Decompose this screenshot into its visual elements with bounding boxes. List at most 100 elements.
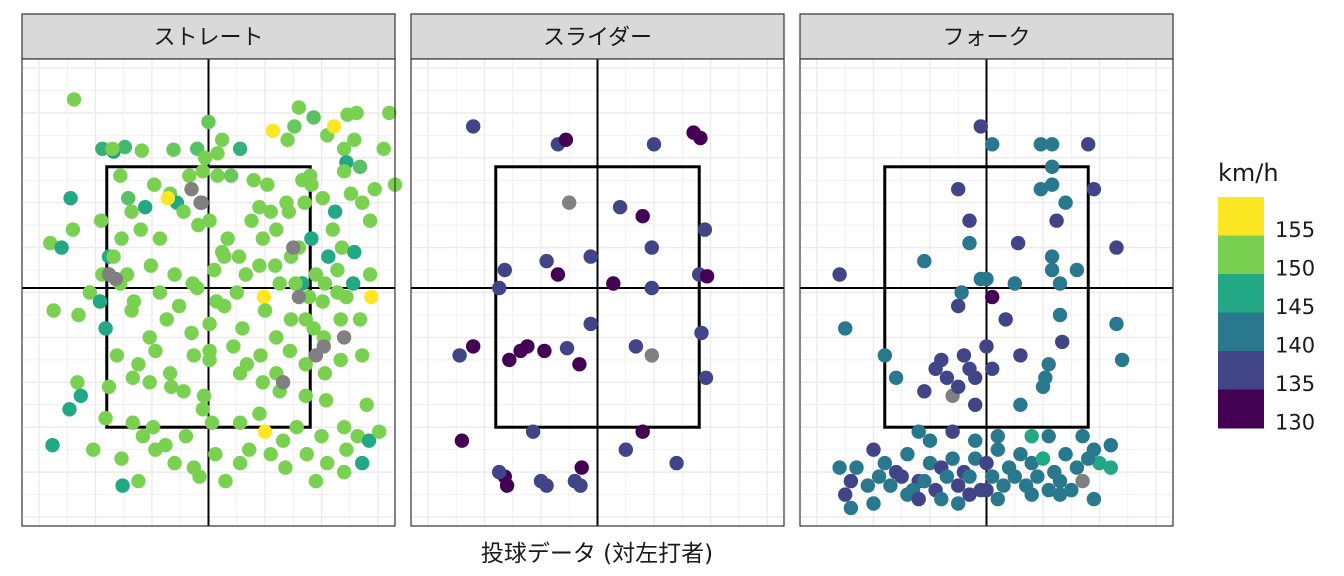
pitch-point bbox=[101, 267, 117, 282]
pitch-point bbox=[275, 375, 291, 390]
pitch-point bbox=[968, 451, 983, 466]
pitch-point bbox=[298, 357, 313, 372]
pitch-point bbox=[166, 142, 181, 157]
legend-label: 145 bbox=[1275, 295, 1315, 319]
pitch-point bbox=[336, 164, 352, 179]
strip-background bbox=[21, 13, 396, 60]
pitch-point bbox=[669, 455, 684, 471]
pitch-point bbox=[297, 195, 312, 210]
pitch-point bbox=[911, 424, 926, 439]
pitch-point bbox=[301, 289, 317, 305]
strip-label: フォーク bbox=[942, 26, 1030, 51]
strike-zone bbox=[494, 165, 701, 429]
pitch-point bbox=[98, 411, 113, 426]
pitch-point bbox=[1075, 473, 1090, 489]
pitch-point bbox=[317, 276, 333, 291]
pitch-point bbox=[352, 312, 368, 327]
pitch-point bbox=[1044, 137, 1060, 152]
pitch-point bbox=[1044, 249, 1060, 264]
pitch-point bbox=[117, 139, 133, 155]
pitch-point bbox=[1064, 482, 1079, 498]
pitch-point bbox=[917, 384, 932, 399]
pitch-point bbox=[164, 379, 179, 394]
panel-border bbox=[21, 58, 396, 527]
pitch-point bbox=[299, 447, 314, 462]
pitch-point bbox=[314, 429, 329, 444]
panel-1: ストレート bbox=[21, 13, 403, 527]
pitch-point bbox=[513, 343, 528, 359]
pitch-point bbox=[612, 200, 628, 215]
pitch-point bbox=[843, 500, 859, 516]
pitch-point bbox=[138, 200, 153, 215]
pitch-point bbox=[900, 487, 915, 502]
pitch-point bbox=[1086, 182, 1102, 197]
pitch-point bbox=[253, 348, 268, 363]
pitch-point bbox=[1024, 455, 1039, 471]
pitch-point bbox=[327, 204, 343, 219]
pitch-point bbox=[339, 442, 354, 457]
pitch-point bbox=[220, 231, 235, 246]
pitch-point bbox=[242, 442, 257, 457]
pitch-point bbox=[207, 262, 222, 278]
pitch-point bbox=[951, 379, 966, 394]
pitch-point bbox=[951, 478, 966, 493]
pitch-point bbox=[539, 253, 554, 269]
pitch-point bbox=[260, 177, 275, 192]
pitch-point bbox=[131, 473, 146, 489]
pitch-point bbox=[871, 469, 887, 484]
pitch-point bbox=[939, 370, 955, 385]
pitch-point bbox=[917, 253, 932, 269]
pitch-point bbox=[985, 137, 1000, 152]
pitch-point bbox=[849, 460, 864, 475]
pitch-point bbox=[65, 222, 81, 237]
strip-label: ストレート bbox=[153, 26, 263, 51]
pitch-point bbox=[888, 370, 904, 385]
pitch-point bbox=[1035, 379, 1051, 394]
pitch-point bbox=[334, 240, 350, 255]
pitch-point bbox=[376, 141, 391, 156]
panel-border bbox=[799, 58, 1174, 527]
pitch-point bbox=[115, 478, 130, 493]
pitch-point bbox=[333, 312, 348, 327]
pitch-point bbox=[832, 267, 847, 282]
pitch-point bbox=[574, 460, 589, 475]
pitch-point bbox=[539, 478, 554, 493]
pitch-point bbox=[1081, 451, 1096, 466]
pitch-point bbox=[934, 491, 949, 507]
pitch-point bbox=[866, 442, 881, 457]
pitch-point bbox=[160, 191, 175, 206]
pitch-point bbox=[54, 240, 69, 255]
pitch-point bbox=[256, 289, 272, 305]
pitch-point bbox=[583, 249, 598, 264]
pitch-point bbox=[176, 204, 191, 219]
pitch-point bbox=[167, 267, 182, 282]
pitch-point bbox=[101, 379, 117, 394]
pitch-point bbox=[202, 316, 217, 332]
pitch-point bbox=[1049, 213, 1064, 228]
pitch-point bbox=[252, 258, 267, 273]
panel-3: フォーク bbox=[799, 13, 1174, 527]
pitch-point bbox=[184, 182, 199, 197]
pitch-point bbox=[1069, 460, 1085, 475]
pitch-point bbox=[178, 429, 194, 444]
pitch-point bbox=[339, 289, 354, 305]
pitch-point bbox=[176, 384, 191, 399]
pitch-point bbox=[968, 397, 983, 412]
pitch-point bbox=[272, 276, 287, 291]
pitch-point bbox=[113, 168, 128, 183]
pitch-point bbox=[226, 339, 241, 354]
pitch-point bbox=[364, 289, 379, 305]
pitch-point bbox=[223, 168, 239, 183]
pitch-point bbox=[196, 388, 212, 403]
legend-key bbox=[1218, 274, 1264, 313]
facet-panels: ストレート スライダー フォーク bbox=[21, 13, 1174, 527]
pitch-point bbox=[265, 123, 281, 138]
x-axis-title: 投球データ (対左打者) bbox=[481, 541, 713, 567]
pitch-point bbox=[635, 209, 650, 224]
pitch-point bbox=[843, 473, 859, 489]
pitch-point bbox=[70, 375, 85, 390]
pitch-point bbox=[877, 348, 892, 363]
pitch-point bbox=[263, 447, 278, 462]
pitch-point bbox=[208, 447, 223, 462]
pitch-point bbox=[973, 119, 988, 134]
